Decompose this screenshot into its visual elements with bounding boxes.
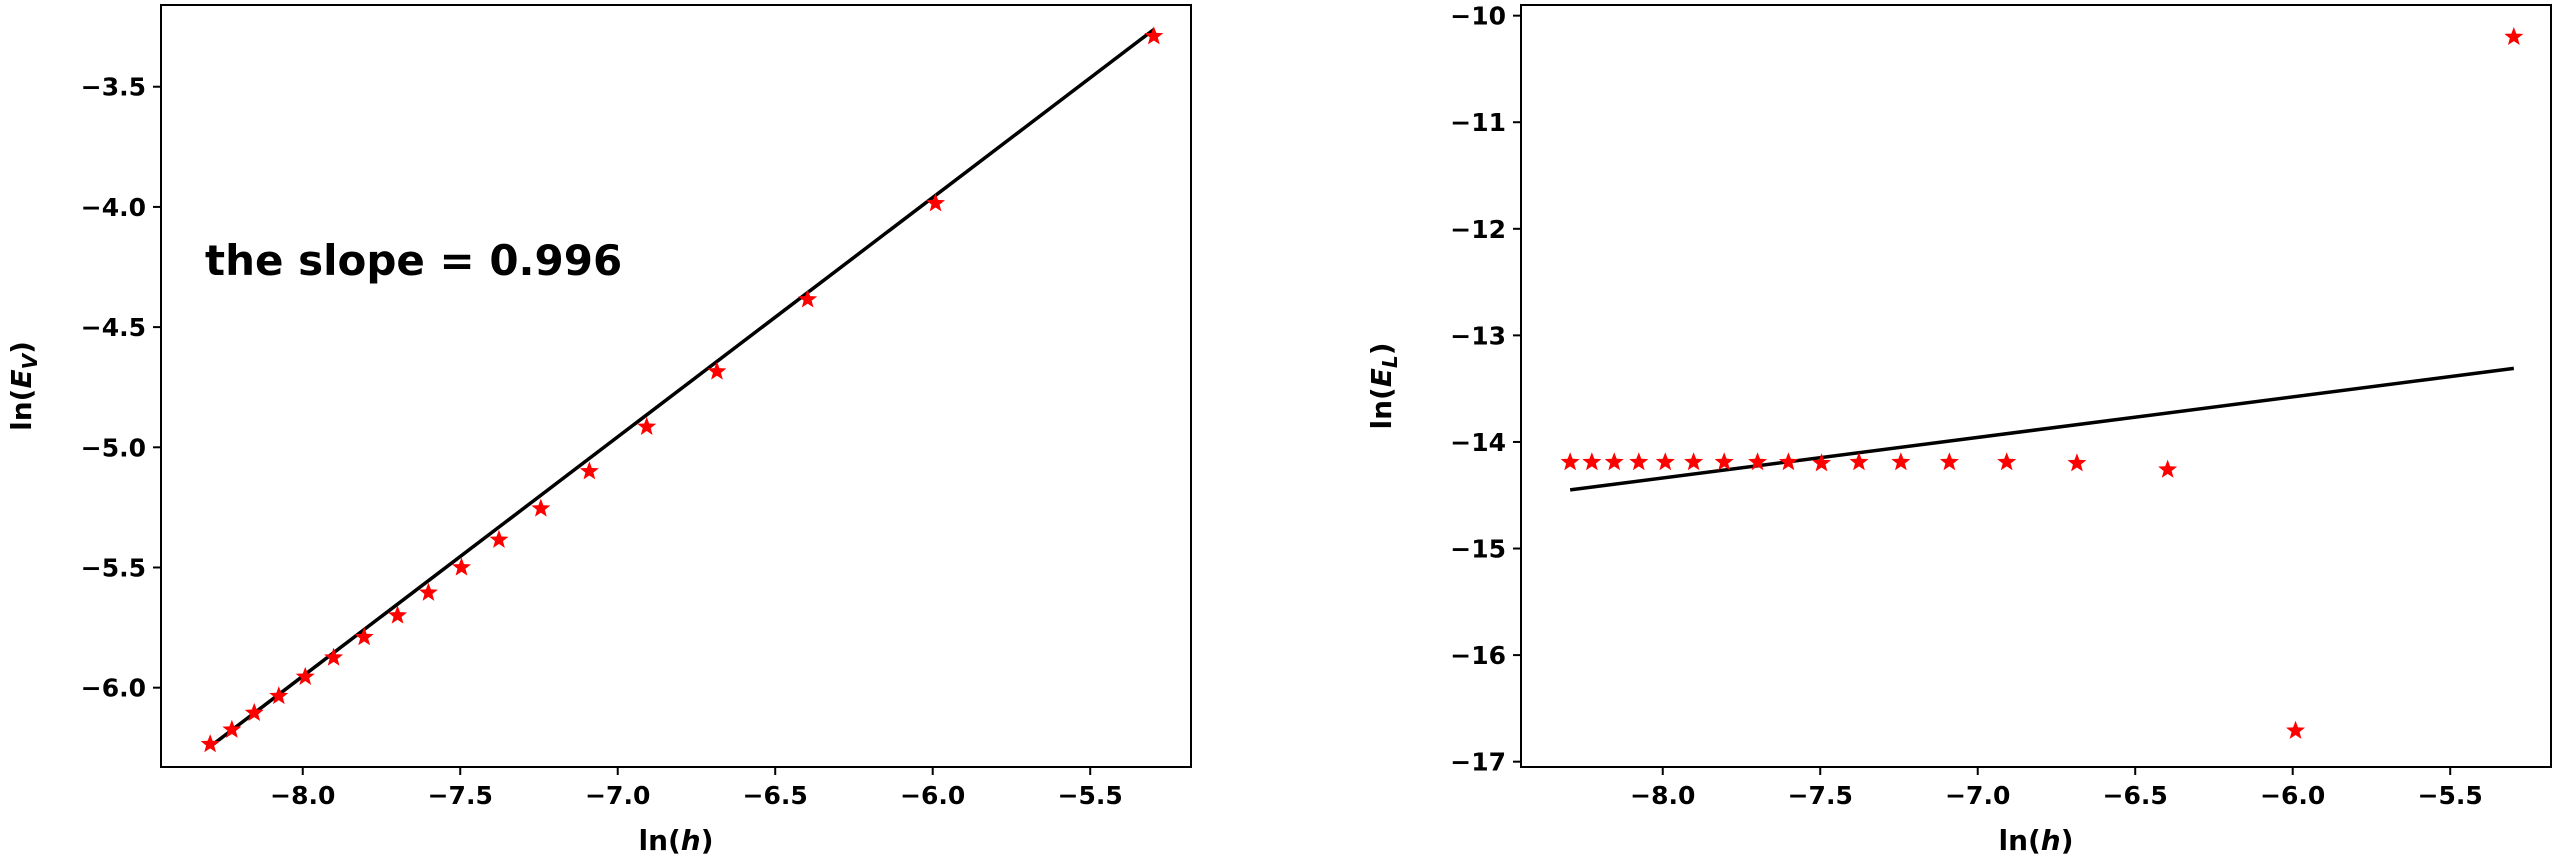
y-tick-label: −5.0 xyxy=(81,433,146,462)
data-point xyxy=(707,361,727,380)
axes-frame xyxy=(1520,4,2552,768)
data-point xyxy=(451,557,472,576)
y-tick-label: −17 xyxy=(1450,748,1506,777)
y-tick-label: −13 xyxy=(1450,321,1506,350)
data-point xyxy=(200,734,220,753)
data-point xyxy=(531,498,551,517)
fit-line xyxy=(209,28,1155,748)
x-tick-label: −6.0 xyxy=(900,781,965,810)
data-point xyxy=(1748,452,1768,471)
x-tick-label: −5.5 xyxy=(1058,781,1123,810)
x-tick-label: −7.5 xyxy=(1788,781,1853,810)
data-point xyxy=(2286,720,2306,739)
data-point xyxy=(926,193,946,212)
axes-frame xyxy=(160,4,1192,768)
data-point xyxy=(1778,452,1798,471)
x-tick-label: −6.5 xyxy=(2103,781,2168,810)
data-point xyxy=(637,416,657,435)
data-point xyxy=(1714,452,1734,471)
y-tick-label: −11 xyxy=(1450,108,1506,137)
left-panel: −8.0 −7.5 −7.0 −6.5 −6.0 −5.5 −6.0 −5.5 −5.0 −4.5… xyxy=(5,4,1192,857)
data-point xyxy=(1997,452,2017,471)
y-tick-label: −14 xyxy=(1450,428,1506,457)
x-axis-label: ln(h) xyxy=(638,824,713,857)
data-point xyxy=(2504,26,2524,46)
data-point xyxy=(489,529,509,548)
data-point xyxy=(579,461,599,480)
x-tick-label: −6.5 xyxy=(743,781,808,810)
data-point xyxy=(1939,452,1959,471)
x-tick-label: −8.0 xyxy=(1630,781,1695,810)
x-tick-label: −5.5 xyxy=(2418,781,2483,810)
data-point xyxy=(244,702,264,721)
x-tick-label: −7.5 xyxy=(428,781,493,810)
y-tick-label: −4.5 xyxy=(81,313,146,342)
slope-annotation: the slope = 0.996 xyxy=(205,236,622,285)
data-point xyxy=(222,719,242,738)
data-point xyxy=(354,627,374,646)
data-point xyxy=(295,666,315,685)
y-axis-label: ln(EL) xyxy=(1365,342,1402,429)
data-point xyxy=(1582,452,1602,471)
y-tick-label: −10 xyxy=(1450,2,1506,31)
data-point xyxy=(269,686,289,705)
data-point xyxy=(1629,452,1649,471)
data-point xyxy=(1849,452,1869,471)
x-axis-label: ln(h) xyxy=(1998,824,2073,857)
data-point xyxy=(1684,452,1704,471)
data-point xyxy=(798,289,818,308)
y-axis-label: ln(EV) xyxy=(5,341,42,431)
right-panel: −8.0 −7.5 −7.0 −6.5 −6.0 −5.5 −17 −16 −15 −14 −13 −… xyxy=(1365,2,2552,857)
x-tick-label: −8.0 xyxy=(270,781,335,810)
y-tick-label: −16 xyxy=(1450,641,1506,670)
y-tick-label: −15 xyxy=(1450,535,1506,564)
data-point xyxy=(2158,459,2178,478)
data-point xyxy=(1604,452,1624,471)
x-tick-label: −7.0 xyxy=(1945,781,2010,810)
data-point xyxy=(1655,452,1675,471)
y-tick-label: −3.5 xyxy=(81,73,146,102)
fit-line xyxy=(1569,366,2515,492)
data-point xyxy=(1560,452,1580,471)
data-point xyxy=(324,647,344,666)
data-point xyxy=(2067,453,2087,472)
y-tick-label: −12 xyxy=(1450,215,1506,244)
data-point xyxy=(388,605,408,624)
data-point xyxy=(1144,26,1164,45)
x-tick-label: −7.0 xyxy=(585,781,650,810)
y-tick-label: −4.0 xyxy=(81,193,146,222)
y-tick-label: −6.0 xyxy=(81,674,146,703)
data-point xyxy=(1811,453,1832,472)
data-point xyxy=(1891,452,1911,471)
x-tick-label: −6.0 xyxy=(2260,781,2325,810)
y-tick-label: −5.5 xyxy=(81,553,146,582)
data-point xyxy=(418,582,438,601)
